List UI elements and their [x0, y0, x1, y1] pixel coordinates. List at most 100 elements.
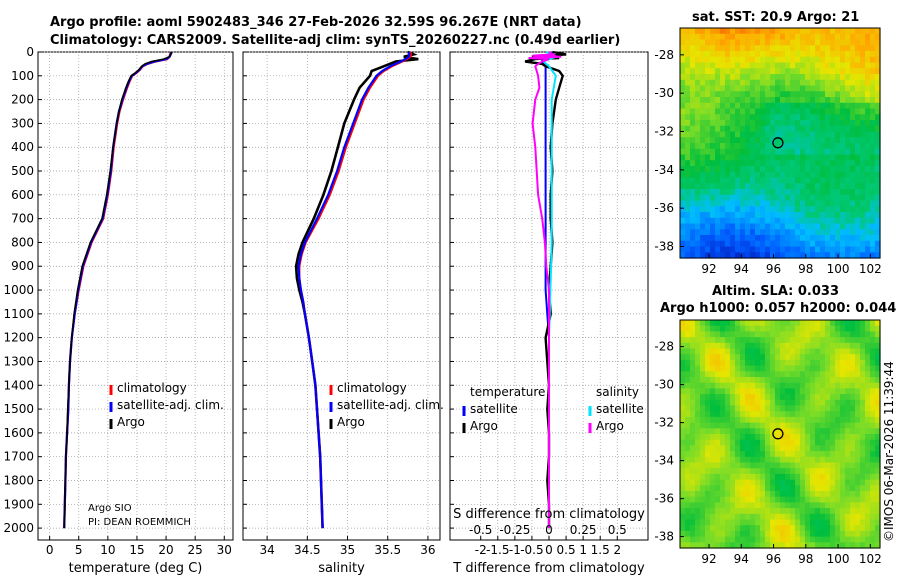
sla_map-cell — [820, 416, 826, 424]
sst_map-cell — [830, 229, 836, 236]
sla_map-cell — [775, 508, 781, 515]
sst_map-cell — [805, 74, 811, 81]
sla_map-cell — [785, 377, 791, 384]
salinity-xlabel: salinity — [318, 561, 365, 576]
sst_map-cell — [835, 137, 841, 144]
sst_map-cell — [725, 39, 731, 46]
sla_map-cell — [775, 388, 781, 395]
sst_map-cell — [875, 85, 881, 92]
sst_map-cell — [765, 154, 771, 161]
sla_map-cell — [700, 325, 706, 332]
sst_map-cell — [720, 200, 726, 207]
sst_map-cell — [845, 85, 851, 92]
sla_map-cell — [875, 445, 881, 452]
sst_map-cell — [810, 212, 816, 219]
sla_map-cell — [795, 542, 801, 549]
sla_map-cell — [860, 342, 866, 350]
sst_map-cell — [720, 160, 726, 167]
sla_map-cell — [715, 394, 721, 401]
sst_map-cell — [755, 68, 761, 75]
sla_map-cell — [745, 416, 751, 424]
sla_map-cell — [780, 525, 786, 532]
sla_map-cell — [785, 508, 791, 515]
difference-secondary-tick: 0 — [545, 523, 553, 537]
sla_map-cell — [815, 439, 821, 446]
sst_map-cell — [715, 223, 721, 230]
sst_map-cell — [765, 229, 771, 236]
sla_map-cell — [780, 468, 786, 475]
sst_map-cell — [765, 97, 771, 104]
sla_map-cell — [790, 502, 796, 509]
sla_map-cell — [860, 519, 866, 526]
sla_map-cell — [775, 394, 781, 401]
sla_map-cell — [725, 502, 731, 509]
sla_map-cell — [830, 525, 836, 532]
sla_map-cell — [840, 359, 846, 367]
sst_map-cell — [860, 108, 866, 115]
sst_map-cell — [700, 229, 706, 236]
sla_map-cell — [755, 513, 761, 521]
sla_map-cell — [845, 496, 851, 503]
sla_map-cell — [770, 320, 776, 327]
sla_map-cell — [730, 394, 736, 401]
sla_map-cell — [790, 519, 796, 526]
sla_map-cell — [780, 320, 786, 327]
sla_map-cell — [825, 542, 831, 549]
sla_map-cell — [725, 513, 731, 521]
sla_map-cell — [825, 496, 831, 503]
sla_map-cell — [700, 399, 706, 407]
sla_map-cell — [820, 434, 826, 441]
sla_map-cell — [785, 354, 791, 361]
sla_map-cell — [740, 542, 746, 549]
sst_map-cell — [720, 91, 726, 98]
sst_map-cell — [870, 45, 876, 52]
sla_map-cell — [705, 399, 711, 407]
sst_map-cell — [715, 51, 721, 58]
sst_map-cell — [725, 183, 731, 190]
sst_map-cell — [690, 114, 696, 121]
sst_map-cell — [745, 74, 751, 81]
sla_map-cell — [695, 513, 701, 521]
sst_map-cell — [695, 85, 701, 92]
sla_map-cell — [730, 508, 736, 515]
sst_map-cell — [680, 51, 686, 58]
sla_map-cell — [760, 519, 766, 526]
sst_map-cell — [745, 125, 751, 133]
sst_map-cell — [805, 143, 811, 150]
sst_map-cell — [765, 28, 771, 35]
sla_map-cell — [685, 365, 691, 372]
sst_map-cell — [850, 177, 856, 184]
sla_map-cell — [830, 479, 836, 486]
sla_map-cell — [765, 468, 771, 475]
sla_map-cell — [720, 348, 726, 355]
sst_map-cell — [850, 85, 856, 92]
sst_map-cell — [715, 166, 721, 173]
sst_map-cell — [810, 206, 816, 213]
sla_map-cell — [860, 496, 866, 503]
sla_map-cell — [750, 530, 756, 538]
sla_map-cell — [875, 485, 881, 492]
sla_map-cell — [805, 468, 811, 475]
sst_map-cell — [720, 194, 726, 202]
sla_map-cell — [835, 508, 841, 515]
sst_map-cell — [865, 79, 871, 87]
sla_map-cell — [715, 428, 721, 435]
sst_map-cell — [760, 131, 766, 138]
sla_map-cell — [705, 485, 711, 492]
sla_map-cell — [750, 359, 756, 367]
sst_map-cell — [770, 51, 776, 58]
sst_map-cell — [715, 194, 721, 202]
sla_map-cell — [805, 502, 811, 509]
sst_map-cell — [775, 143, 781, 150]
sla_map-cell — [770, 468, 776, 475]
sst_map-cell — [870, 97, 876, 104]
sla_map-cell — [795, 445, 801, 452]
sst_map-cell — [735, 235, 741, 242]
sla_map-cell — [870, 513, 876, 521]
sla_map-cell — [755, 530, 761, 538]
sla_map-cell — [805, 536, 811, 543]
sla_map-cell — [830, 530, 836, 538]
sst_map-cell — [875, 51, 881, 58]
sla_map-cell — [680, 508, 686, 515]
sst_map-cell — [860, 79, 866, 87]
